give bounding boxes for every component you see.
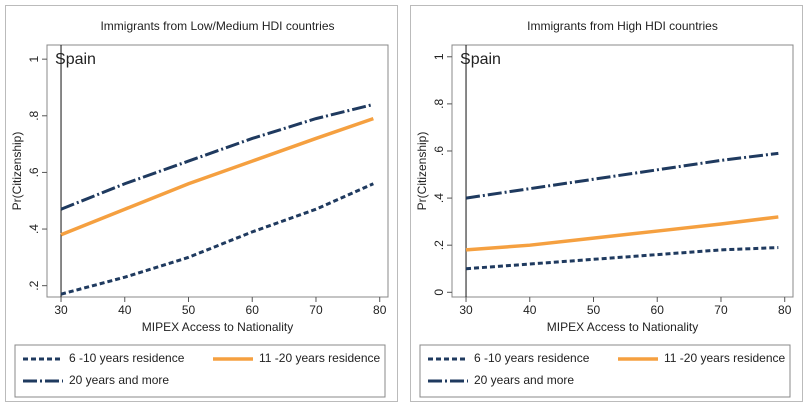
series-line [60,103,374,211]
x-tick-label: 30 [54,303,68,317]
legend-label: 6 -10 years residence [474,351,590,365]
y-tick-label: 1 [27,56,41,63]
x-tick-label: 50 [182,303,196,317]
legend-box [419,344,791,398]
chart-panel: Immigrants from Low/Medium HDI countries… [5,5,398,402]
chart-panel: Immigrants from High HDI countries 0 .2 .4.… [410,5,803,402]
x-tick-label: 60 [651,303,665,317]
x-tick-label: 80 [778,303,792,317]
x-tick-label: 80 [373,303,387,317]
series-line [465,151,779,200]
y-tick-label: .4 [432,193,446,203]
y-tick-label: .4 [27,224,41,234]
y-tick-label: .8 [27,110,41,120]
x-tick-label: 50 [587,303,601,317]
y-tick-label: .2 [432,240,446,250]
legend-label: 11 -20 years residence [259,351,381,365]
series-line [60,116,374,237]
series-line [465,215,779,252]
x-tick-label: 40 [118,303,132,317]
series-line [465,246,779,271]
plot-area [46,44,389,298]
x-axis-title: MIPEX Access to Nationality [142,320,293,334]
y-tick-label: .6 [27,167,41,177]
x-tick-label: 70 [714,303,728,317]
legend-label: 20 years and more [69,373,169,387]
y-axis-title: Pr(Citizenship) [10,132,24,211]
x-tick-label: 30 [459,303,473,317]
legend-box [14,344,386,398]
annotation: Spain [55,51,96,68]
legend-label: 11 -20 years residence [664,351,786,365]
x-tick-label: 70 [309,303,323,317]
y-tick-label: .6 [432,146,446,156]
chart-title: Immigrants from Low/Medium HDI countries [100,19,334,33]
x-tick-label: 40 [523,303,537,317]
plot-area [451,44,794,298]
chart-title: Immigrants from High HDI countries [527,19,718,33]
x-axis-title: MIPEX Access to Nationality [547,320,698,334]
y-tick-label: .2 [27,280,41,290]
y-axis-title: Pr(Citizenship) [415,132,429,211]
y-tick-label: .8 [432,99,446,109]
legend-label: 6 -10 years residence [69,351,185,365]
y-tick-label: 0 [432,289,446,296]
annotation: Spain [460,51,501,68]
x-tick-label: 60 [246,303,260,317]
y-tick-label: 1 [432,53,446,60]
legend-label: 20 years and more [474,373,574,387]
